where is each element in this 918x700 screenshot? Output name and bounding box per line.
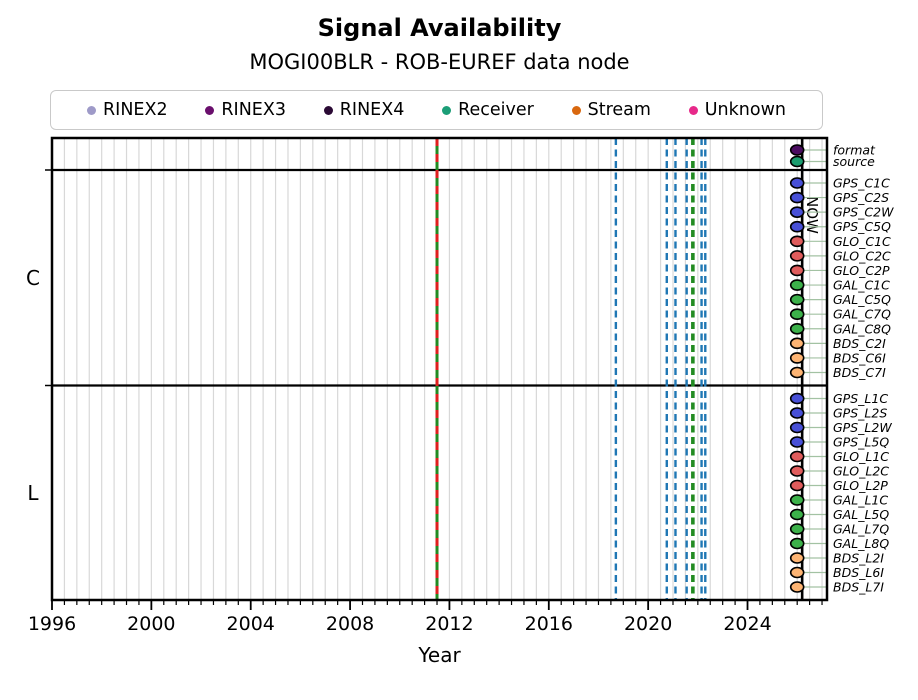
row-label-gps_l1c: GPS_L1C [833, 391, 888, 406]
signal-marker-glo_l1c [789, 450, 805, 463]
row-label-gps_c2w: GPS_C2W [833, 205, 894, 220]
signal-marker-bds_c7i [789, 366, 805, 379]
signal-marker-gps_c1c [789, 177, 805, 189]
signal-marker-gal_l8q [789, 537, 805, 550]
signal-marker-gps_l2w [789, 421, 805, 434]
signal-marker-gps_c2w [789, 206, 805, 218]
x-tick-label-2012: 2012 [425, 613, 473, 635]
signal-marker-gps_l1c [789, 392, 805, 405]
legend-dot-receiver [442, 105, 452, 115]
row-label-bds_c6i: BDS_C6I [833, 350, 886, 365]
x-tick-label-2008: 2008 [326, 613, 374, 635]
x-tick-label-1996: 1996 [28, 613, 76, 635]
x-tick-label-2004: 2004 [227, 613, 275, 635]
row-label-gps_l2w: GPS_L2W [833, 420, 892, 435]
legend-item-rinex4: RINEX4 [323, 100, 405, 120]
chart-title: Signal Availability [317, 14, 562, 42]
signal-marker-gal_l1c [789, 494, 805, 506]
x-tick-label-2000: 2000 [127, 613, 175, 635]
row-label-gal_l5q: GAL_L5Q [833, 507, 889, 522]
signal-marker-glo_c1c [789, 235, 805, 248]
legend-dot-rinex4 [323, 105, 333, 115]
signal-marker-gal_l5q [789, 508, 805, 521]
row-label-gps_c2s: GPS_C2S [833, 190, 889, 205]
y-section-label-c: C [26, 266, 40, 290]
signal-marker-bds_l7i [789, 581, 805, 593]
row-label-gps_l2s: GPS_L2S [833, 406, 887, 421]
row-label-glo_c2c: GLO_C2C [833, 248, 891, 263]
legend-label: RINEX2 [103, 100, 168, 120]
now-label: NOW [803, 196, 821, 234]
row-label-source: source [833, 154, 875, 169]
x-tick-label-2024: 2024 [723, 613, 771, 635]
signal-marker-gal_c5q [789, 293, 805, 306]
row-label-glo_l2c: GLO_L2C [833, 464, 889, 479]
row-label-bds_c7i: BDS_C7I [833, 365, 886, 380]
legend-label: Receiver [458, 100, 534, 120]
chart-subtitle: MOGI00BLR - ROB-EUREF data node [249, 50, 630, 74]
row-label-gal_l1c: GAL_L1C [833, 493, 888, 508]
plot-border [50, 136, 829, 602]
signal-marker-gal_c1c [789, 279, 805, 291]
row-label-bds_c2i: BDS_C2I [833, 336, 886, 351]
legend-label: RINEX3 [221, 100, 286, 120]
x-axis-label: Year [417, 643, 461, 667]
signal-marker-bds_c2i [789, 337, 805, 350]
row-label-format: format [833, 143, 876, 158]
row-label-glo_l1c: GLO_L1C [833, 449, 889, 464]
signal-marker-gps_c5q [789, 220, 805, 233]
legend-item-receiver: Receiver [442, 100, 534, 120]
row-label-gal_c8q: GAL_C8Q [833, 321, 891, 336]
row-label-glo_c1c: GLO_C1C [833, 234, 891, 249]
legend-item-unknown: Unknown [688, 100, 786, 120]
row-label-bds_l2i: BDS_L2I [833, 551, 884, 566]
legend-dot-unknown [688, 105, 698, 115]
row-label-gps_l5q: GPS_L5Q [833, 435, 889, 450]
signal-marker-format [789, 144, 805, 156]
legend: RINEX2 RINEX3 RINEX4 Receiver Stream Unknown [50, 90, 823, 130]
signal-marker-glo_c2p [789, 264, 805, 277]
signal-marker-glo_l2p [789, 479, 805, 492]
legend-item-rinex2: RINEX2 [87, 100, 168, 120]
signal-marker-gps_c2s [789, 191, 805, 204]
row-label-gal_c5q: GAL_C5Q [833, 292, 891, 307]
signal-marker-gps_l5q [789, 436, 805, 448]
row-label-gal_l8q: GAL_L8Q [833, 536, 889, 551]
row-label-bds_l7i: BDS_L7I [833, 580, 884, 595]
signal-marker-bds_l6i [789, 566, 805, 579]
legend-dot-rinex3 [205, 105, 215, 115]
row-label-gal_l7q: GAL_L7Q [833, 522, 889, 537]
x-tick-label-2016: 2016 [525, 613, 573, 635]
x-tick-label-2020: 2020 [624, 613, 672, 635]
legend-item-rinex3: RINEX3 [205, 100, 286, 120]
row-label-gps_c5q: GPS_C5Q [833, 219, 891, 234]
signal-marker-glo_l2c [789, 465, 805, 477]
legend-dot-stream [571, 105, 581, 115]
y-section-label-l: L [27, 481, 39, 505]
row-label-bds_l6i: BDS_L6I [833, 565, 884, 580]
signal-marker-gps_l2s [789, 407, 805, 419]
legend-dot-rinex2 [87, 105, 96, 115]
signal-marker-gal_l7q [789, 523, 805, 535]
row-label-glo_l2p: GLO_L2P [833, 478, 888, 493]
plot-area: NOWformatsourceGPS_C1CGPS_C2SGPS_C2WGPS_… [26, 136, 894, 667]
signal-marker-source [789, 155, 805, 168]
legend-label: Unknown [704, 100, 786, 120]
signal-marker-bds_l2i [789, 552, 805, 564]
row-label-gps_c1c: GPS_C1C [833, 176, 890, 191]
legend-label: Stream [587, 100, 651, 120]
row-label-gal_c7q: GAL_C7Q [833, 307, 891, 322]
row-label-gal_c1c: GAL_C1C [833, 278, 890, 293]
signal-marker-gal_c8q [789, 322, 805, 335]
legend-item-stream: Stream [571, 100, 651, 120]
signal-marker-bds_c6i [789, 352, 805, 364]
legend-label: RINEX4 [339, 100, 405, 120]
signal-marker-glo_c2c [789, 250, 805, 262]
signal-marker-gal_c7q [789, 308, 805, 320]
row-label-glo_c2p: GLO_C2P [833, 263, 890, 278]
